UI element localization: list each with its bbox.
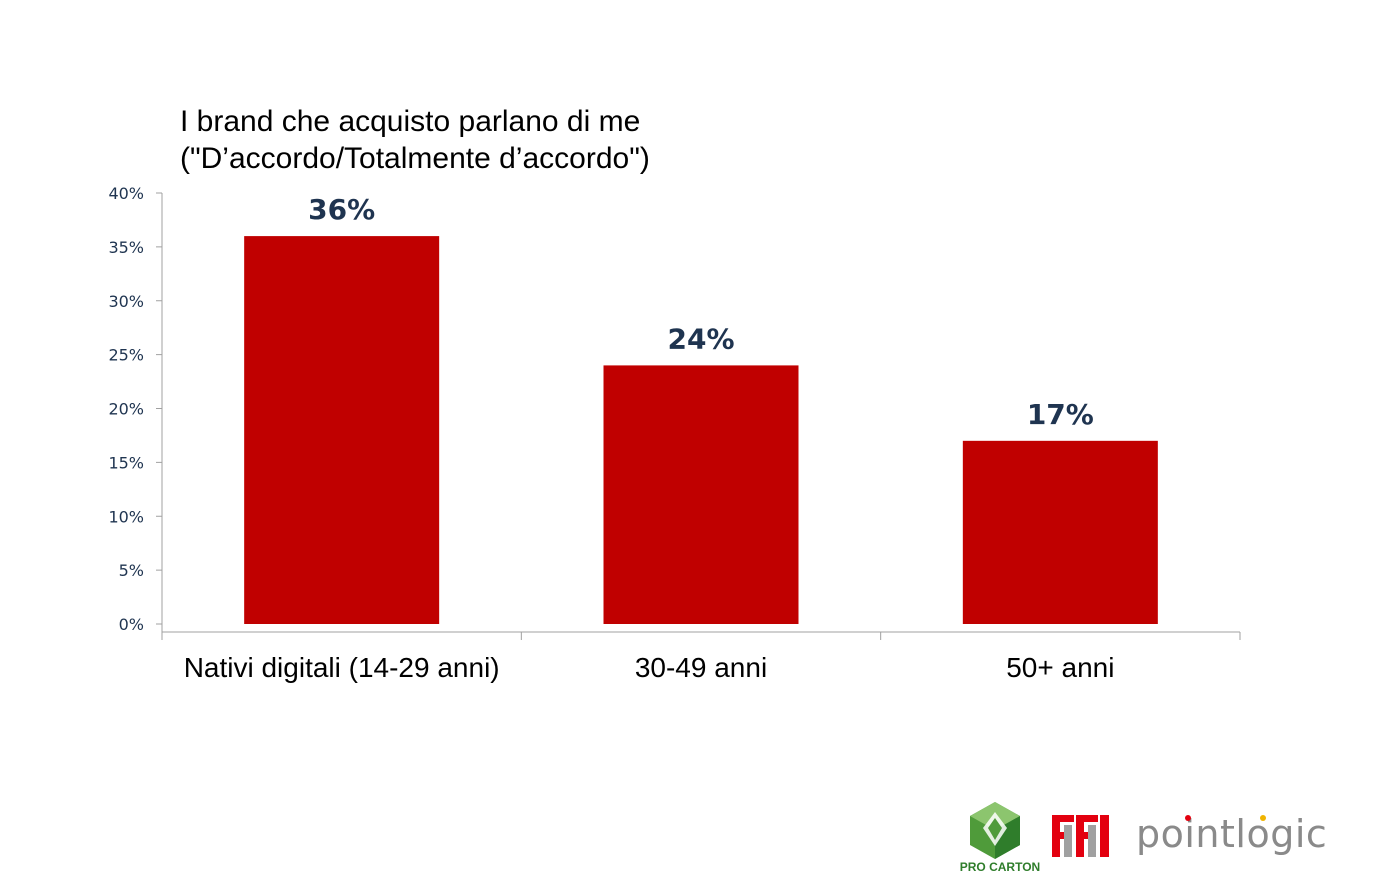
y-tick-label: 40% xyxy=(108,184,144,203)
x-tick-label: 50+ anni xyxy=(1006,652,1114,683)
data-label: 36% xyxy=(308,193,375,226)
y-tick-label: 15% xyxy=(108,453,144,472)
chart-axes xyxy=(156,192,1241,640)
procarton-label: PRO CARTON xyxy=(959,860,1041,874)
y-tick-label: 35% xyxy=(108,238,144,257)
chart-title-line-2: ("D’accordo/Totalmente d’accordo") xyxy=(180,142,650,175)
y-tick-label: 5% xyxy=(119,561,144,580)
y-tick-label: 0% xyxy=(119,615,144,634)
y-tick-label: 10% xyxy=(108,507,144,526)
bar xyxy=(603,365,799,624)
chart-labels: 0% 5% 10% 15% 20% 25% 30% 35% 40% 36% Nativi digit… xyxy=(108,184,1114,683)
bar xyxy=(962,440,1158,624)
x-tick-label: 30-49 anni xyxy=(635,652,767,683)
data-label: 24% xyxy=(667,322,734,355)
bar xyxy=(244,236,440,624)
y-tick-label: 30% xyxy=(108,292,144,311)
data-label: 17% xyxy=(1027,398,1094,431)
x-tick-label: Nativi digitali (14-29 anni) xyxy=(184,652,500,683)
chart-bars xyxy=(244,236,1158,624)
chart-title: I brand che acquisto parlano di me ("D’a… xyxy=(180,103,650,177)
chart-title-line-1: I brand che acquisto parlano di me xyxy=(180,105,641,138)
y-tick-label: 25% xyxy=(108,346,144,365)
y-tick-label: 20% xyxy=(108,400,144,419)
